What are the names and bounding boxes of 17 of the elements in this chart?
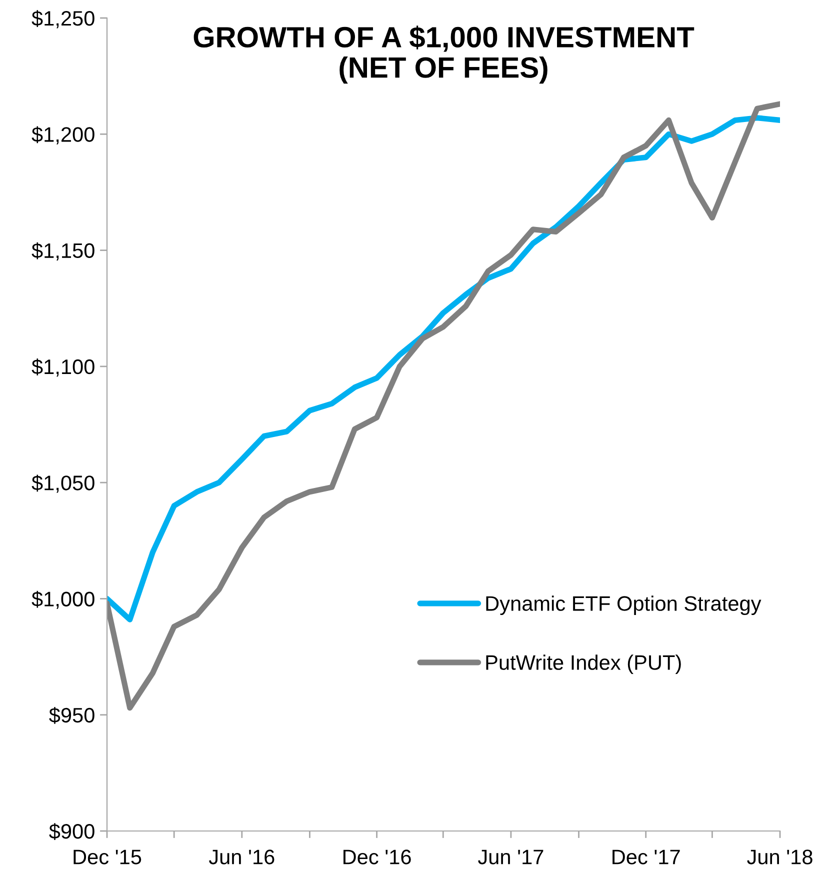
x-tick-label: Jun '16 — [208, 850, 274, 864]
legend-label: Dynamic ETF Option Strategy — [486, 596, 762, 616]
x-tick-label: Dec '15 — [74, 850, 142, 864]
y-tick-label: $1,200 — [32, 126, 94, 144]
y-tick-label: $950 — [49, 706, 94, 724]
y-tick-label: $1,250 — [32, 10, 94, 28]
y-tick-label: $900 — [49, 823, 94, 840]
x-tick-label: Dec '17 — [612, 850, 680, 864]
legend-label: PutWrite Index (PUT) — [486, 654, 681, 674]
y-tick-label: $1,000 — [32, 590, 94, 609]
x-tick-label: Jun '17 — [478, 850, 544, 864]
y-tick-label: $1,100 — [32, 358, 94, 377]
x-tick-label: Dec '16 — [344, 850, 411, 864]
x-tick-label: Jun '18 — [747, 850, 812, 864]
y-tick-label: $1,150 — [32, 242, 94, 260]
y-tick-label: $1,050 — [32, 474, 94, 493]
text: GROWTH OF A $1,000 INVESTMENT (NET OF FEES) — [194, 26, 694, 84]
